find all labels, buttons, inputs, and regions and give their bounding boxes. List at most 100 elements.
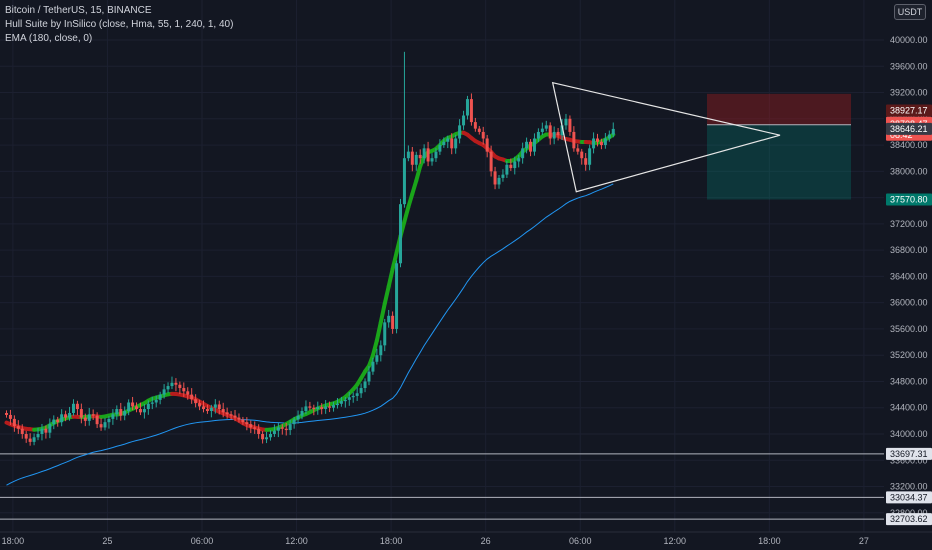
time-axis[interactable]: 18:00 25 06:00 12:00 18:00 26 06:00 12:00 18:00 2… bbox=[0, 531, 932, 550]
triangle-drawing[interactable] bbox=[551, 81, 781, 193]
candle bbox=[544, 120, 548, 132]
candle-body bbox=[418, 154, 422, 159]
candle-body bbox=[40, 428, 44, 434]
candle-body bbox=[182, 388, 186, 392]
currency-unit-button[interactable]: USDT bbox=[894, 4, 926, 20]
candle-body bbox=[233, 415, 237, 418]
ema-polyline bbox=[6, 183, 614, 486]
time-tick-label: 18:00 bbox=[758, 536, 781, 546]
candle bbox=[355, 387, 359, 401]
candle bbox=[580, 148, 584, 165]
candle-body bbox=[209, 407, 213, 412]
candle-body bbox=[564, 118, 568, 126]
triangle-pattern[interactable] bbox=[551, 81, 781, 193]
candle-body bbox=[552, 131, 556, 139]
candle bbox=[103, 417, 107, 431]
candle bbox=[265, 431, 269, 444]
candle bbox=[509, 158, 513, 171]
candle bbox=[44, 425, 48, 439]
candle-body bbox=[5, 412, 8, 415]
candle bbox=[12, 415, 16, 432]
candle bbox=[465, 95, 469, 120]
candle bbox=[217, 400, 221, 415]
candle bbox=[28, 433, 32, 446]
candle-body bbox=[335, 403, 339, 406]
candle-body bbox=[119, 409, 123, 416]
legend-hull-indicator[interactable]: Hull Suite by InSilico (close, Hma, 55, … bbox=[5, 19, 234, 30]
candle-body bbox=[580, 151, 584, 159]
price-tick-label: 38000.00 bbox=[890, 166, 928, 176]
hull-segment bbox=[414, 164, 423, 183]
candle-body bbox=[532, 138, 536, 152]
candle-body bbox=[363, 381, 367, 389]
candle-body bbox=[71, 403, 75, 413]
candle-body bbox=[442, 141, 446, 146]
candle bbox=[599, 138, 603, 150]
candle-body bbox=[572, 131, 576, 149]
candle-body bbox=[379, 345, 383, 356]
candle bbox=[611, 122, 615, 138]
candle bbox=[292, 416, 296, 429]
candle-body bbox=[481, 131, 485, 139]
candle-body bbox=[367, 371, 371, 382]
hull-segment bbox=[406, 191, 415, 209]
legend-symbol[interactable]: Bitcoin / TetherUS, 15, BINANCE bbox=[5, 5, 152, 16]
time-tick-label: 25 bbox=[102, 536, 112, 546]
candle-body bbox=[261, 434, 265, 440]
candle bbox=[588, 144, 592, 171]
candle-body bbox=[288, 424, 292, 431]
legend-ema-indicator[interactable]: EMA (180, close, 0) bbox=[5, 33, 93, 44]
candle-body bbox=[194, 399, 198, 404]
candle-body bbox=[205, 409, 209, 412]
stop-zone[interactable] bbox=[707, 93, 851, 125]
candle-body bbox=[343, 399, 347, 402]
candle-body bbox=[375, 355, 379, 362]
ema-line bbox=[6, 183, 614, 486]
candle-body bbox=[12, 418, 16, 427]
target-zone[interactable] bbox=[707, 124, 851, 200]
price-tick-label: 34800.00 bbox=[890, 376, 928, 386]
price-tick-label: 33600.00 bbox=[890, 455, 928, 465]
candle bbox=[237, 413, 241, 423]
candle bbox=[410, 146, 414, 172]
price-tick-label: 34400.00 bbox=[890, 403, 928, 413]
candle bbox=[150, 396, 154, 410]
hull-segment bbox=[410, 178, 419, 196]
candle bbox=[99, 418, 103, 431]
candle bbox=[430, 153, 434, 166]
candle bbox=[135, 402, 139, 413]
candle bbox=[296, 410, 300, 424]
candle bbox=[414, 151, 418, 171]
hline1-price-tag: 33697.31 bbox=[890, 449, 928, 459]
candle bbox=[387, 309, 391, 328]
candle bbox=[241, 416, 245, 425]
candle bbox=[532, 133, 536, 156]
candle bbox=[249, 420, 253, 434]
candle bbox=[556, 127, 560, 141]
candle bbox=[75, 400, 79, 416]
candle bbox=[446, 135, 450, 149]
candle bbox=[68, 406, 72, 421]
hull-segment bbox=[386, 267, 395, 289]
candle bbox=[379, 340, 383, 362]
candle-body bbox=[339, 401, 343, 404]
upper-price-tag: 38927.17 bbox=[890, 105, 928, 115]
candle bbox=[505, 160, 509, 178]
candle bbox=[560, 118, 564, 141]
candle-body bbox=[473, 122, 477, 129]
candle-body bbox=[115, 409, 119, 415]
candle bbox=[182, 382, 186, 397]
candle bbox=[304, 400, 308, 415]
candle bbox=[438, 139, 442, 155]
candle-body bbox=[154, 399, 158, 403]
candle-body bbox=[170, 382, 174, 387]
horizontal-lines[interactable] bbox=[0, 453, 884, 520]
candle bbox=[454, 134, 458, 154]
candle bbox=[477, 126, 481, 135]
candle-body bbox=[44, 428, 48, 433]
candle-body bbox=[462, 115, 466, 126]
candle bbox=[603, 132, 607, 149]
candle-body bbox=[316, 407, 320, 410]
candle-body bbox=[387, 315, 391, 323]
